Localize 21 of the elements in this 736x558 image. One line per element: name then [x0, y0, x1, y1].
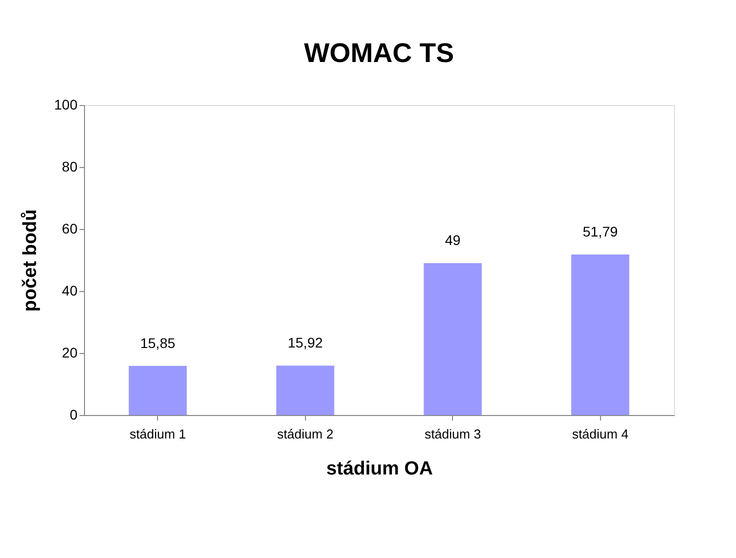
- y-axis-title: počet bodů: [20, 209, 42, 312]
- chart-title: WOMAC TS: [304, 38, 454, 68]
- x-axis-title: stádium OA: [326, 458, 434, 480]
- y-tick-label: 60: [62, 220, 78, 236]
- bar: [128, 366, 187, 415]
- data-label: 15,85: [140, 334, 176, 351]
- x-tick-label: stádium 4: [572, 426, 628, 442]
- y-tick-label: 40: [62, 282, 78, 298]
- data-label: 51,79: [582, 223, 618, 240]
- y-tick-label: 20: [62, 344, 78, 360]
- y-tick-label: 100: [54, 96, 78, 112]
- bar: [276, 366, 334, 415]
- bar: [571, 254, 630, 415]
- data-label: 15,92: [288, 334, 323, 351]
- data-label: 49: [444, 232, 461, 248]
- x-tick-label: stádium 1: [130, 426, 186, 442]
- bar: [424, 263, 482, 415]
- x-tick-label: stádium 3: [424, 426, 481, 442]
- y-tick-label: 0: [70, 406, 78, 422]
- y-tick-label: 80: [62, 158, 78, 174]
- x-tick-label: stádium 2: [277, 426, 334, 442]
